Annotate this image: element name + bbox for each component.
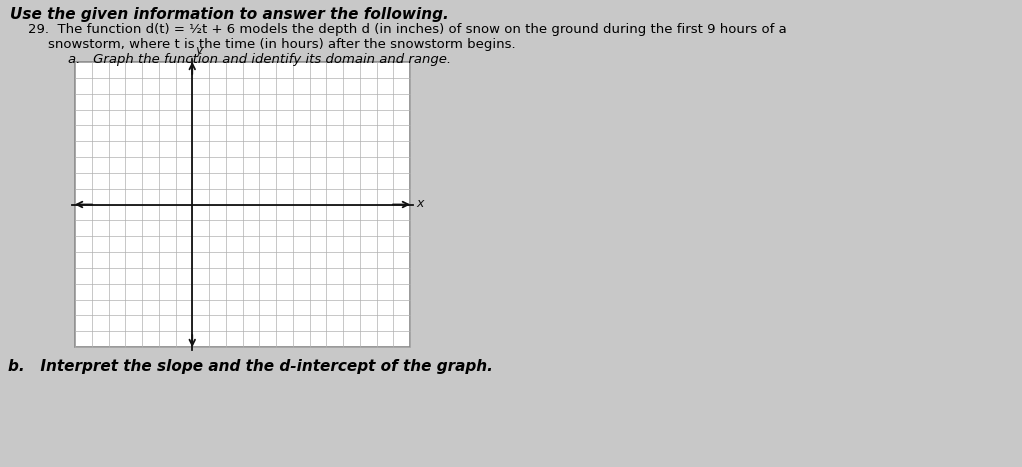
- Text: Use the given information to answer the following.: Use the given information to answer the …: [10, 7, 449, 22]
- Text: x: x: [416, 197, 423, 210]
- Text: b.   Interpret the slope and the d-intercept of the graph.: b. Interpret the slope and the d-interce…: [8, 359, 493, 374]
- Text: snowstorm, where t is the time (in hours) after the snowstorm begins.: snowstorm, where t is the time (in hours…: [48, 38, 516, 51]
- Text: a.   Graph the function and identify its domain and range.: a. Graph the function and identify its d…: [68, 53, 451, 66]
- Text: y: y: [195, 44, 202, 57]
- Text: 29.  The function d(t) = ½t + 6 models the depth d (in inches) of snow on the gr: 29. The function d(t) = ½t + 6 models th…: [28, 23, 787, 36]
- Bar: [75, 62, 410, 347]
